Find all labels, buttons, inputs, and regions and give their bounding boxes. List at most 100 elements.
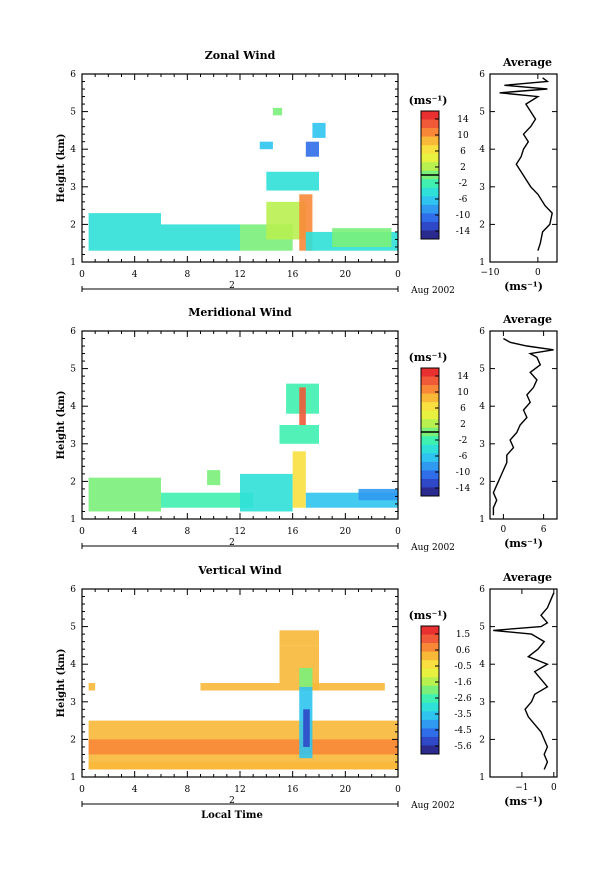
panel-1 (81, 330, 558, 549)
profile-y-tick-label: 1 (479, 773, 485, 783)
heatmap-cell (88, 739, 398, 755)
heatmap-cell (161, 492, 254, 508)
colorbar-swatch (421, 385, 439, 395)
colorbar-swatch (421, 643, 439, 653)
profile-x-label: (ms⁻¹) (504, 280, 543, 293)
heatmap-cell (88, 477, 161, 512)
panel-0 (81, 73, 558, 292)
colorbar-swatch (421, 393, 439, 403)
y-tick-label: 2 (70, 477, 76, 487)
colorbar-swatch (421, 410, 439, 420)
colorbar-tick-label: -6 (459, 195, 468, 205)
x-tick-label: 8 (184, 785, 190, 795)
y-tick-label: 3 (70, 440, 76, 450)
heatmap-cell (207, 470, 221, 486)
y-tick-label: 5 (70, 108, 76, 118)
y-tick-label: 4 (70, 402, 76, 412)
colorbar-tick-label: 10 (457, 131, 469, 141)
colorbar-tick-label: -1.6 (454, 678, 472, 688)
day-label: 2 (229, 281, 235, 291)
colorbar-swatch (421, 470, 439, 480)
profile-y-tick-label: 6 (479, 327, 485, 337)
profile-x-tick-label: −1 (515, 783, 528, 793)
y-tick-label: 1 (70, 773, 76, 783)
profile-line (493, 592, 555, 770)
colorbar-swatch (421, 221, 439, 231)
x-tick-label: 12 (234, 270, 245, 280)
colorbar-swatch (421, 677, 439, 687)
x-tick-label: 4 (132, 785, 138, 795)
x-tick-label: 0 (79, 270, 85, 280)
colorbar-swatch (421, 376, 439, 386)
heatmap-cells (88, 630, 398, 770)
profile-y-tick-label: 4 (479, 402, 485, 412)
colorbar-swatch (421, 461, 439, 471)
colorbar-swatch (421, 694, 439, 704)
profile-y-tick-label: 4 (479, 660, 485, 670)
panel-2 (81, 588, 558, 807)
colorbar-tick-label: 6 (460, 147, 466, 157)
heatmap-cell (332, 228, 392, 247)
profile-title: Average (502, 313, 552, 326)
profile-x-tick-label: −10 (481, 268, 500, 278)
y-tick-label: 4 (70, 145, 76, 155)
profile-x-tick-label: 6 (541, 525, 547, 535)
profile-x-label: (ms⁻¹) (504, 537, 543, 550)
profile-title: Average (502, 56, 552, 69)
colorbar-tick-label: -14 (456, 227, 471, 237)
colorbar-tick-label: 1.5 (456, 630, 471, 640)
colorbar-tick-label: -5.6 (454, 742, 472, 752)
colorbar-swatch (421, 634, 439, 644)
colorbar-swatch (421, 487, 439, 497)
colorbar-swatch (421, 128, 439, 138)
heatmap-cell (312, 122, 326, 138)
profile-y-tick-label: 3 (479, 440, 485, 450)
profile-frame (489, 73, 558, 263)
x-tick-label: 4 (132, 527, 138, 537)
colorbar-swatch (421, 685, 439, 695)
date-label: Aug 2002 (410, 286, 455, 296)
y-tick-label: 5 (70, 623, 76, 633)
x-tick-label: 0 (395, 270, 401, 280)
profile-title: Average (502, 571, 552, 584)
profile-y-tick-label: 2 (479, 220, 485, 230)
heatmap-cell (299, 387, 306, 425)
profile-y-tick-label: 5 (479, 623, 485, 633)
colorbar-swatch (421, 368, 439, 378)
colorbar-swatch (421, 402, 439, 412)
x-tick-label: 20 (340, 270, 352, 280)
panel-title: Vertical Wind (197, 564, 282, 577)
x-tick-label: 0 (395, 785, 401, 795)
heatmap-cell (303, 709, 310, 747)
colorbar-tick-label: 6 (460, 404, 466, 414)
colorbar-tick-label: 14 (457, 115, 469, 125)
heatmap-cell (358, 488, 398, 501)
colorbar-swatch (421, 444, 439, 454)
colorbar-swatch (421, 136, 439, 146)
colorbar-swatch (421, 745, 439, 755)
x-tick-label: 8 (184, 270, 190, 280)
colorbar-tick-label: -6 (459, 452, 468, 462)
date-label: Aug 2002 (410, 543, 455, 553)
profile-y-tick-label: 3 (479, 698, 485, 708)
profile-y-tick-label: 2 (479, 477, 485, 487)
heatmap-cell (279, 630, 319, 646)
heatmap-cell (200, 683, 280, 691)
colorbar-swatch (421, 230, 439, 240)
x-axis-label: Local Time (201, 810, 263, 821)
date-label: Aug 2002 (410, 801, 455, 811)
colorbar-swatch (421, 196, 439, 206)
panel-title: Meridional Wind (188, 306, 292, 319)
x-tick-label: 4 (132, 270, 138, 280)
colorbar-swatch (421, 162, 439, 172)
profile-y-tick-label: 5 (479, 108, 485, 118)
colorbar-swatch (421, 453, 439, 463)
x-tick-label: 8 (184, 527, 190, 537)
colorbar-tick-label: -4.5 (454, 726, 472, 736)
heatmap-cell (279, 425, 319, 444)
colorbar-swatch (421, 119, 439, 129)
colorbar-swatch (421, 213, 439, 223)
colorbar-tick-label: 14 (457, 372, 469, 382)
colorbar-tick-label: -2.6 (454, 694, 472, 704)
colorbar-swatch (421, 719, 439, 729)
